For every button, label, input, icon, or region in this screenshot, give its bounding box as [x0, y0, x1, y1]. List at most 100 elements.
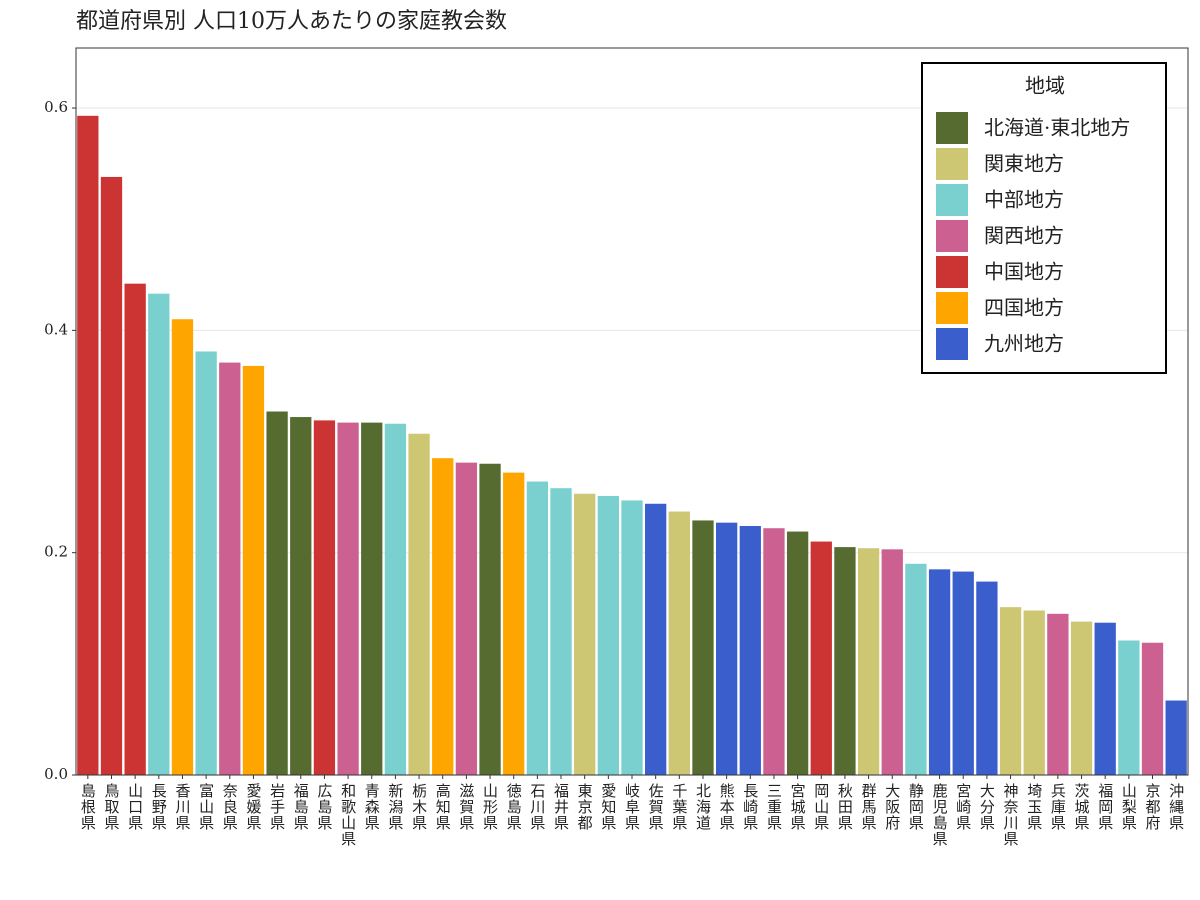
bar: [124, 283, 146, 775]
legend-swatch: [936, 328, 968, 360]
bar: [952, 571, 974, 775]
legend-label: 中国地方: [984, 260, 1064, 284]
bar: [1094, 622, 1116, 775]
bar: [148, 293, 170, 775]
bar: [1023, 610, 1045, 775]
bar: [455, 462, 478, 775]
x-tick-label: 愛知県: [599, 783, 617, 831]
legend-swatch: [936, 292, 968, 324]
legend-swatch: [936, 148, 968, 180]
x-tick-label: 新潟県: [386, 783, 404, 831]
x-tick-label: 岩手県: [268, 783, 286, 831]
bar: [786, 531, 809, 775]
x-tick-label: 栃木県: [410, 783, 428, 831]
bar: [337, 422, 359, 775]
bar: [266, 411, 288, 775]
x-tick-label: 兵庫県: [1049, 783, 1067, 831]
x-tick-label: 山口県: [126, 783, 144, 831]
x-tick-label: 長崎県: [741, 783, 759, 831]
bar: [171, 319, 194, 775]
x-tick-label: 静岡県: [907, 783, 925, 831]
bar: [77, 115, 99, 776]
bar: [621, 500, 643, 775]
bar: [739, 525, 761, 775]
bar: [597, 495, 619, 775]
x-tick-label: 長野県: [150, 783, 168, 831]
y-tick-label: 0.2: [44, 543, 68, 561]
legend-label: 中部地方: [984, 188, 1064, 212]
bar: [290, 417, 312, 775]
x-tick-label: 岐阜県: [623, 783, 641, 831]
x-tick-label: 宮崎県: [954, 783, 972, 831]
bar: [574, 493, 596, 775]
legend-swatch: [936, 112, 968, 144]
x-tick-label: 島根県: [79, 783, 97, 831]
x-tick-label: 大阪府: [883, 783, 901, 831]
bar: [834, 547, 856, 775]
bar: [881, 549, 903, 775]
x-tick-label: 青森県: [363, 783, 381, 831]
bar: [550, 488, 572, 775]
legend-label: 関東地方: [984, 152, 1064, 176]
bar: [905, 563, 927, 775]
legend-label: 四国地方: [984, 296, 1064, 320]
bar: [857, 548, 880, 775]
legend-swatch: [936, 256, 968, 288]
legend-label: 北海道·東北地方: [984, 116, 1130, 140]
bar: [715, 522, 738, 775]
x-tick-label: 山梨県: [1120, 783, 1138, 831]
x-tick-label: 鹿児島県: [931, 783, 949, 847]
x-tick-label: 和歌山県: [339, 783, 357, 847]
x-tick-label: 鳥取県: [102, 782, 120, 831]
x-tick-label: 群馬県: [860, 783, 878, 831]
bar: [928, 569, 951, 775]
legend-box: [921, 62, 1167, 374]
x-tick-label: 愛媛県: [244, 783, 262, 831]
x-tick-label: 茨城県: [1073, 783, 1091, 831]
x-tick-label: 埼玉県: [1025, 783, 1043, 831]
bar: [408, 433, 430, 775]
x-tick-label: 高知県: [434, 783, 452, 831]
x-tick-label: 滋賀県: [457, 783, 475, 831]
bar: [361, 422, 383, 775]
plot-border: [75, 47, 1189, 776]
y-tick-label: 0.6: [44, 98, 68, 116]
chart-title: 都道府県別 人口10万人あたりの家庭教会数: [76, 9, 507, 34]
x-tick-label: 熊本県: [718, 783, 736, 831]
x-tick-label: 福岡県: [1096, 783, 1114, 831]
bar: [219, 362, 241, 775]
x-tick-label: 佐賀県: [647, 783, 665, 831]
legend-label: 関西地方: [984, 224, 1064, 248]
x-tick-label: 宮城県: [789, 783, 807, 831]
bar: [645, 503, 667, 775]
bar: [479, 463, 501, 775]
x-tick-label: 香川県: [173, 783, 191, 831]
x-tick-label: 北海道: [694, 783, 712, 831]
bar: [384, 423, 407, 775]
bar: [1047, 613, 1069, 775]
bar: [195, 351, 217, 775]
x-tick-label: 富山県: [197, 782, 215, 831]
legend-swatch: [936, 220, 968, 252]
x-tick-label: 徳島県: [505, 783, 523, 831]
x-tick-label: 石川県: [528, 783, 546, 831]
bar: [1118, 640, 1140, 775]
x-tick-label: 沖縄県: [1167, 783, 1185, 831]
x-tick-label: 千葉県: [670, 783, 688, 831]
x-tick-label: 奈良県: [221, 783, 239, 831]
bar: [313, 420, 336, 775]
bar: [668, 511, 690, 775]
bar: [999, 607, 1022, 775]
legend-label: 九州地方: [984, 332, 1064, 356]
bar: [1165, 700, 1187, 775]
x-tick-label: 広島県: [315, 783, 333, 831]
y-tick-label: 0.0: [44, 765, 68, 783]
bar: [242, 365, 265, 775]
x-tick-label: 秋田県: [836, 783, 854, 831]
bar: [526, 481, 549, 775]
bar: [100, 176, 123, 776]
bar: [692, 520, 714, 775]
x-tick-label: 京都府: [1144, 783, 1162, 831]
